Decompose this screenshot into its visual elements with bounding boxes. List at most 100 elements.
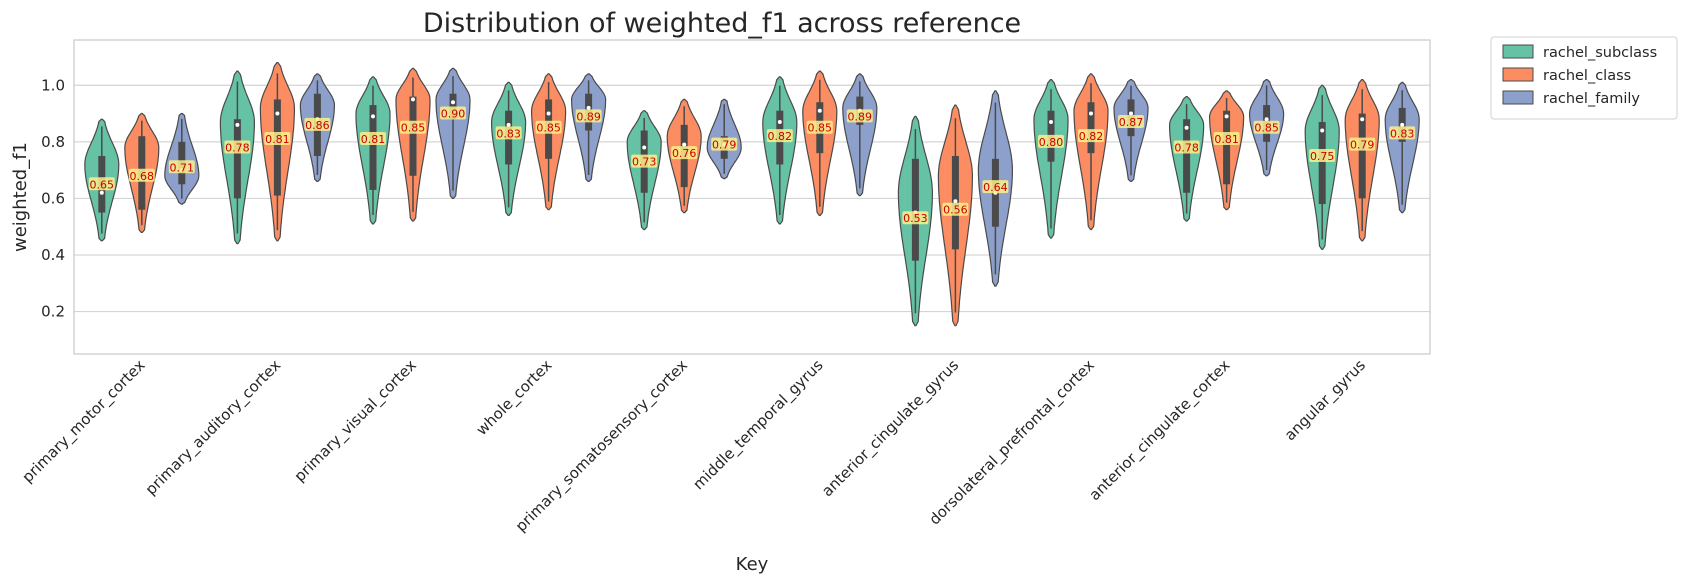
mean-label: 0.73 [632,156,657,169]
mean-label: 0.83 [496,127,521,140]
mean-label-bg [304,117,331,131]
mean-label-bg [1118,115,1144,129]
mean-label-bg [982,180,1009,194]
mean-label: 0.81 [265,133,290,146]
mean-label: 0.86 [305,119,330,132]
violin-median [682,142,687,147]
mean-label-bg [902,211,929,225]
legend: rachel_subclass rachel_class rachel_family [1490,36,1678,120]
mean-label: 0.68 [130,170,155,183]
mean-label: 0.53 [903,212,928,225]
y-tick-label: 1.0 [41,76,65,94]
mean-label-bg [535,120,562,134]
violin-median [777,120,782,125]
violin-median [1129,111,1133,116]
mean-label: 0.81 [361,133,386,146]
x-tick-label: anterior_cingulate_cortex [1085,356,1234,505]
y-tick-label: 0.2 [41,303,65,321]
grid-lines [74,84,1430,313]
x-tick-label: anterior_cingulate_gyrus [818,356,963,501]
mean-label-bg [1349,137,1376,151]
violin-median [1224,114,1229,119]
x-tick-label: middle_temporal_gyrus [689,356,827,494]
y-axis-ticks: 0.2 0.4 0.6 0.8 1.0 [41,76,65,320]
mean-label: 0.78 [1174,141,1199,154]
mean-label: 0.82 [768,130,793,143]
mean-label: 0.89 [848,110,873,123]
legend-frame [1490,36,1678,120]
violins [84,62,1420,327]
mean-label: 0.87 [1119,116,1144,129]
violin-iqr-box [409,96,417,176]
y-tick-label: 0.6 [41,189,65,207]
mean-label: 0.90 [441,108,466,121]
mean-label-bg [766,129,793,143]
plot-frame [73,39,1431,355]
violin-median [1264,117,1269,122]
violin-median [1400,122,1405,127]
violin-median [586,105,591,110]
y-tick-label: 0.8 [41,133,65,151]
violin-median [953,199,958,204]
x-axis-label: Key [736,554,769,575]
mean-label: 0.75 [1310,150,1335,163]
mean-label-bg [575,109,602,123]
x-axis-ticks: primary_motor_cortexprimary_auditory_cor… [18,356,1369,536]
y-axis-label: weighted_f1 [10,142,31,252]
mean-labels: 0.65 0.78 0.81 0.83 0.73 0.82 0.53 0.80 0.78 0.75… [88,106,1416,225]
violin-iqr-box [273,99,281,196]
mean-label: 0.76 [672,147,697,160]
x-tick-label: primary_motor_cortex [18,356,149,487]
mean-label-bg [1173,140,1200,154]
violin-median [275,111,280,116]
legend-swatch-rachel_family [1502,90,1534,105]
violin-median [506,122,511,127]
mean-label-bg [400,120,426,134]
legend-swatch-rachel_subclass [1502,44,1534,59]
violin-median [1184,125,1189,130]
mean-label: 0.85 [401,122,426,135]
mean-label: 0.85 [1254,122,1279,135]
violin-median [411,97,415,102]
legend-items: rachel_subclass rachel_class rachel_family [1502,44,1657,107]
violin-median [371,114,375,119]
violin-median [451,100,455,105]
violin-iqr-box [1223,110,1231,185]
x-tick-label: primary_visual_cortex [291,356,421,486]
mean-label: 0.78 [225,141,250,154]
y-tick-label: 0.4 [41,246,65,264]
violin-median [817,108,822,113]
mean-label-bg [495,126,522,140]
mean-label-bg [631,154,658,168]
mean-label: 0.79 [1350,139,1375,152]
violin-iqr-box [369,105,377,190]
mean-label: 0.85 [536,122,561,135]
mean-label: 0.81 [1214,133,1239,146]
mean-label: 0.79 [712,139,737,152]
mean-label-bg [360,132,386,146]
legend-label: rachel_family [1543,91,1640,107]
violin-iqr-box [911,158,919,261]
mean-label-bg [671,146,698,160]
violin-median [99,190,104,195]
mean-label-bg [168,160,195,174]
mean-label-bg [806,120,833,134]
violin-median [1320,128,1325,133]
violin-median [642,145,647,150]
x-tick-label: whole_cortex [473,356,557,440]
mean-label: 0.71 [170,161,195,174]
mean-label-bg [128,168,155,182]
mean-label-bg [1309,148,1336,162]
mean-label-bg [1253,120,1280,134]
violin-iqr-box [1183,119,1191,193]
x-tick-label: dorsolateral_prefrontal_cortex [925,356,1098,529]
violin-median [235,122,240,127]
violin-iqr-box [233,119,241,199]
mean-label: 0.83 [1390,127,1415,140]
x-tick-label: primary_auditory_cortex [142,356,285,499]
violin-iqr-box [449,93,457,120]
violin-iqr-box [1087,102,1095,154]
violin-median [1360,117,1365,122]
violin-median [546,111,551,116]
violin-iqr-box [1318,122,1326,205]
